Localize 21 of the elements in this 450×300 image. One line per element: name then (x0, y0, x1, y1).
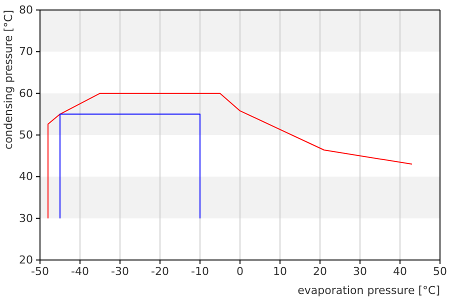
x-tick-label: 40 (393, 264, 407, 278)
x-tick-label: 20 (313, 264, 327, 278)
x-tick-label: -50 (31, 264, 49, 278)
x-tick-label: -20 (151, 264, 169, 278)
y-tick-label: 30 (19, 212, 33, 225)
x-tick-label: -40 (71, 264, 89, 278)
y-tick-label: 70 (19, 45, 33, 58)
x-tick-label: -10 (191, 264, 209, 278)
y-tick-label: 80 (19, 4, 33, 17)
x-tick-label: 0 (236, 264, 244, 278)
y-tick-label: 40 (19, 170, 33, 184)
x-tick-label: -30 (111, 264, 129, 278)
x-tick-label: 50 (433, 264, 447, 278)
y-axis-title: condensing pressure [°C] (2, 10, 15, 150)
y-tick-label: 60 (19, 86, 33, 100)
line-series (48, 92, 412, 219)
x-tick-label: 10 (273, 264, 287, 278)
y-tick-label: 50 (19, 128, 33, 142)
x-tick-label: 30 (353, 264, 367, 278)
x-axis-title: evaporation pressure [°C] (298, 284, 440, 297)
y-tick-label: 20 (19, 254, 33, 267)
